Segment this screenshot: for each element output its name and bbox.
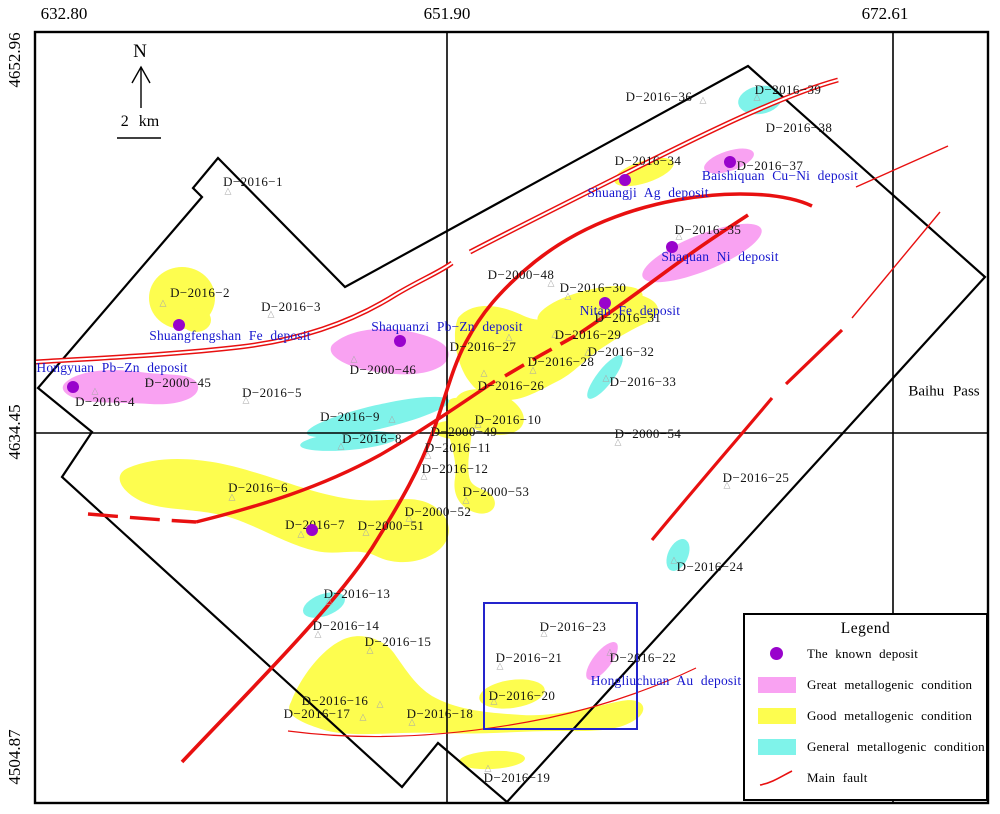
main-fault: [650, 396, 774, 542]
great-zone: [704, 148, 754, 174]
railway-double-line: [35, 77, 839, 365]
legend-item-great-condition: Great metallogenic condition: [745, 669, 986, 700]
good-zone: [614, 157, 674, 187]
map-frame: [33, 30, 990, 805]
legend-item-label: Great metallogenic condition: [807, 676, 973, 692]
fault-lines: [87, 145, 949, 764]
metallogenic-zones: [62, 85, 782, 770]
known-deposit-icon: [770, 647, 783, 660]
good-zone: [459, 750, 525, 770]
great-condition-swatch: [758, 676, 796, 693]
legend-item-label: General metallogenic condition: [807, 738, 985, 754]
survey-area-boundary: [36, 64, 987, 804]
main-fault: [180, 192, 813, 764]
great-zone: [642, 223, 762, 283]
study-area-box: [483, 602, 638, 730]
great-zone: [62, 370, 199, 405]
legend-item-label: Main fault: [807, 769, 868, 785]
legend-item-known-deposit: The known deposit: [745, 638, 986, 669]
general-zone: [306, 396, 450, 438]
main-fault: [784, 328, 844, 386]
good-zone: [181, 308, 211, 332]
great-zone: [586, 642, 618, 680]
great-zone: [330, 328, 449, 375]
legend-item-main-fault: Main fault: [745, 762, 986, 793]
legend-item-good-condition: Good metallogenic condition: [745, 700, 986, 731]
legend: Legend The known deposit Great metalloge…: [743, 613, 988, 801]
main-fault-thin: [855, 145, 949, 188]
region-label-baihu-pass: Baihu Pass: [908, 383, 980, 400]
good-zone: [537, 285, 643, 329]
main-fault: [195, 379, 496, 524]
legend-item-label: The known deposit: [807, 645, 919, 661]
main-fault-thin: [287, 667, 697, 738]
good-zone: [119, 458, 449, 563]
scale-bar-label: 2 km: [120, 113, 160, 130]
general-condition-swatch: [758, 738, 796, 755]
general-zone: [738, 85, 782, 115]
good-zone: [289, 636, 644, 735]
legend-title: Legend: [840, 620, 891, 637]
good-zone: [479, 679, 545, 709]
main-fault-dashed: [87, 512, 197, 524]
main-fault-thin: [851, 211, 941, 319]
good-zone: [454, 389, 524, 435]
legend-item-general-condition: General metallogenic condition: [745, 731, 986, 762]
general-zone: [300, 431, 398, 451]
main-fault-icon: [758, 768, 796, 788]
general-zone: [587, 355, 623, 399]
general-zone: [302, 592, 346, 618]
legend-item-label: Good metallogenic condition: [807, 707, 973, 723]
good-zone: [433, 420, 473, 440]
main-fault-dashed: [504, 334, 576, 378]
general-zone: [666, 539, 690, 571]
north-arrow-icon: [131, 65, 151, 108]
north-label: N: [133, 41, 147, 62]
good-condition-swatch: [758, 707, 796, 724]
main-fault: [579, 213, 749, 335]
